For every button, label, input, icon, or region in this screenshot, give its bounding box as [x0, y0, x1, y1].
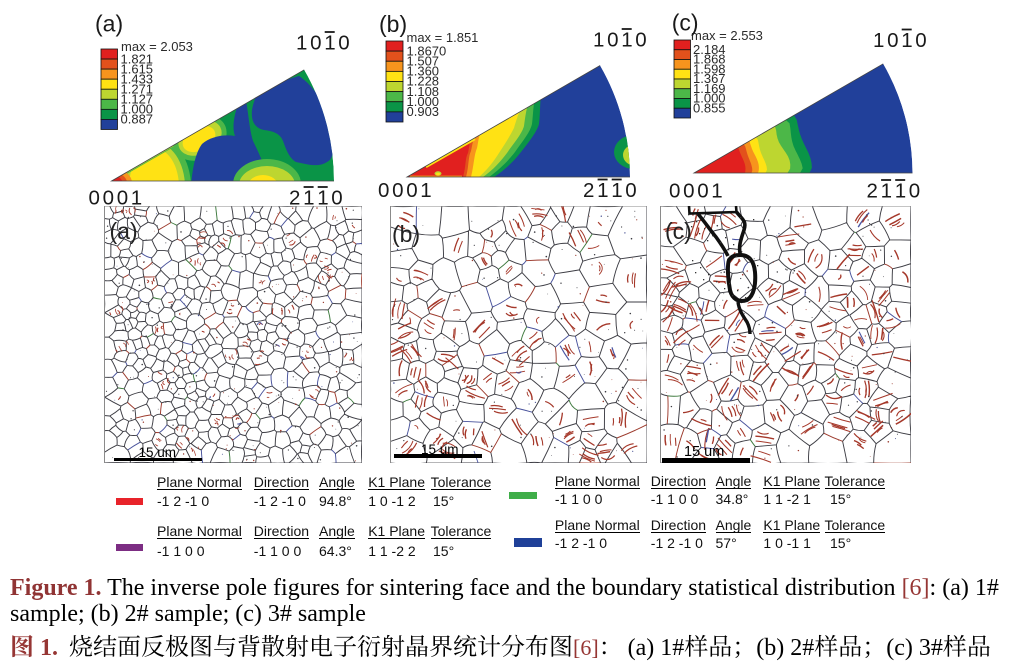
svg-text:1.127: 1.127 [121, 92, 154, 107]
svg-text:1.271: 1.271 [121, 81, 154, 96]
svg-text:(c): (c) [672, 9, 699, 35]
svg-text:0: 0 [331, 187, 342, 210]
svg-text:1: 1 [303, 187, 314, 210]
svg-text:1: 1 [881, 180, 892, 203]
svg-text:0: 0 [103, 187, 114, 210]
svg-text:1: 1 [324, 32, 335, 55]
svg-text:1.169: 1.169 [693, 81, 726, 96]
svg-text:1.615: 1.615 [121, 61, 154, 76]
svg-text:1.868: 1.868 [693, 52, 726, 67]
svg-text:[6]: [6] [573, 635, 599, 660]
svg-text:0: 0 [625, 179, 636, 202]
svg-text:0: 0 [338, 32, 349, 55]
svg-text:max = 2.053: max = 2.053 [121, 39, 193, 54]
svg-text:1: 1 [711, 180, 722, 203]
svg-text:2: 2 [583, 179, 594, 202]
svg-text:(a): (a) [95, 11, 123, 37]
svg-text:1: 1 [597, 179, 608, 202]
svg-text:(a) 1#: (a) 1# [628, 635, 685, 661]
svg-text:2.184: 2.184 [693, 42, 726, 57]
svg-text:1: 1 [296, 32, 307, 55]
svg-text:0: 0 [669, 180, 680, 203]
svg-text:0: 0 [697, 180, 708, 203]
svg-text:0: 0 [310, 32, 321, 55]
svg-text:0: 0 [887, 29, 898, 52]
svg-text:1.367: 1.367 [693, 71, 726, 86]
svg-text:1: 1 [873, 29, 884, 52]
svg-text:1.: 1. [34, 635, 64, 661]
svg-text:2: 2 [867, 180, 878, 203]
svg-text:1.821: 1.821 [121, 51, 154, 66]
svg-text:0: 0 [117, 187, 128, 210]
svg-text:1.108: 1.108 [407, 84, 440, 99]
svg-text:0.887: 0.887 [121, 112, 154, 127]
svg-text:1: 1 [317, 187, 328, 210]
svg-text:(b) 2#: (b) 2# [756, 635, 814, 661]
svg-text:2: 2 [289, 187, 300, 210]
svg-text:0: 0 [89, 187, 100, 210]
svg-text:0: 0 [406, 179, 417, 202]
svg-text:1.228: 1.228 [407, 74, 440, 89]
svg-text:1.000: 1.000 [407, 94, 440, 109]
svg-text:(b): (b) [379, 11, 407, 37]
svg-text:1: 1 [131, 187, 142, 210]
svg-text:(c) 3#: (c) 3# [886, 635, 943, 661]
svg-text:0: 0 [909, 180, 920, 203]
svg-text:1.598: 1.598 [693, 62, 726, 77]
svg-text:1.8670: 1.8670 [407, 43, 447, 58]
svg-text:0: 0 [378, 179, 389, 202]
svg-text:1.433: 1.433 [121, 71, 154, 86]
svg-text:max = 1.851: max = 1.851 [407, 30, 479, 45]
svg-text:1: 1 [621, 29, 632, 52]
svg-text:0.903: 0.903 [407, 104, 440, 119]
svg-text:1: 1 [611, 179, 622, 202]
svg-text:1.507: 1.507 [407, 54, 440, 69]
svg-text:0: 0 [635, 29, 646, 52]
svg-text:0.855: 0.855 [693, 101, 726, 116]
svg-text:1: 1 [420, 179, 431, 202]
svg-text:1.000: 1.000 [121, 102, 154, 117]
svg-text:1: 1 [593, 29, 604, 52]
svg-text:1: 1 [901, 29, 912, 52]
svg-text:1.000: 1.000 [693, 91, 726, 106]
svg-text:1: 1 [895, 180, 906, 203]
svg-text:0: 0 [392, 179, 403, 202]
svg-text:0: 0 [915, 29, 926, 52]
svg-text:max = 2.553: max = 2.553 [691, 28, 763, 43]
svg-text:0: 0 [683, 180, 694, 203]
svg-text:1.360: 1.360 [407, 64, 440, 79]
svg-text:0: 0 [607, 29, 618, 52]
